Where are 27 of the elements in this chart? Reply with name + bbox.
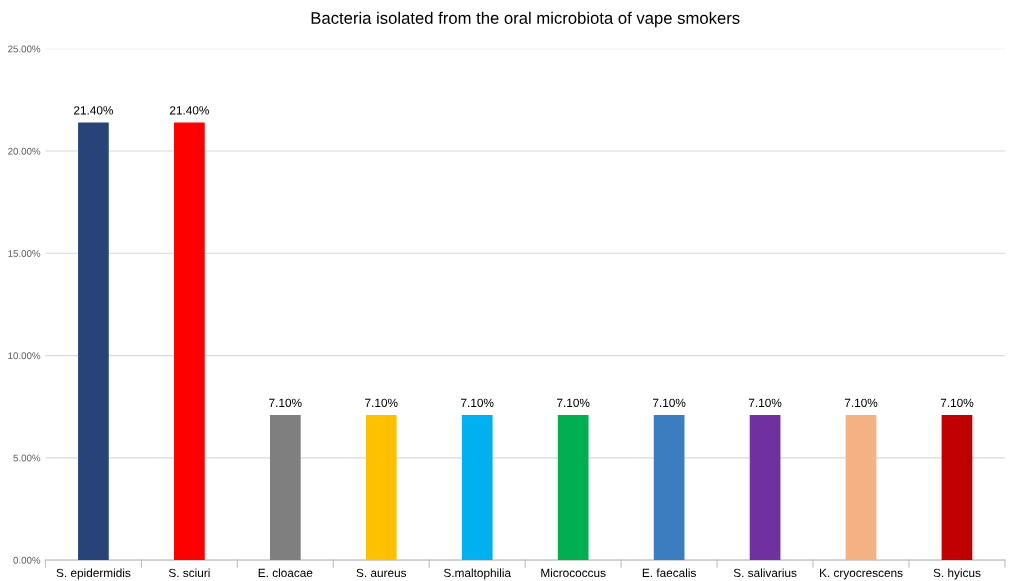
y-tick-label: 15.00% <box>8 250 41 257</box>
data-label: 7.10% <box>844 398 878 407</box>
x-tick-label: S. sciuri <box>168 568 210 578</box>
data-label: 7.10% <box>461 398 494 407</box>
y-tick-label: 25.00% <box>8 45 41 53</box>
data-label: 21.40% <box>169 106 209 115</box>
data-label: 21.40% <box>74 106 114 115</box>
y-tick-label: 5.00% <box>13 454 41 462</box>
y-tick-label: 0.00% <box>13 556 41 564</box>
data-label: 7.10% <box>652 398 686 407</box>
x-tick-label: S. hyicus <box>933 568 981 580</box>
data-label: 7.10% <box>748 398 782 407</box>
x-tick-label: E. faecalis <box>642 568 696 578</box>
x-tick-label: K. cryocrescens <box>820 568 903 580</box>
x-tick-label: Micrococcus <box>541 568 606 578</box>
x-tick-label: S.maltophilia <box>443 568 512 580</box>
data-label: 7.10% <box>269 398 302 407</box>
y-tick-label: 10.00% <box>8 352 41 360</box>
chart-title: Bacteria isolated from the oral microbiota of vape smokers <box>311 11 740 28</box>
y-tick-label: 20.00% <box>8 147 41 155</box>
x-tick-label: S. salivarius <box>733 568 797 578</box>
x-tick-label: S. epidermidis <box>56 568 131 580</box>
x-tick-label: S. aureus <box>356 568 407 578</box>
data-label: 7.10% <box>365 398 398 407</box>
x-tick-label: E. cloacae <box>258 568 313 578</box>
data-label: 7.10% <box>557 398 590 407</box>
data-label: 7.10% <box>940 398 974 407</box>
